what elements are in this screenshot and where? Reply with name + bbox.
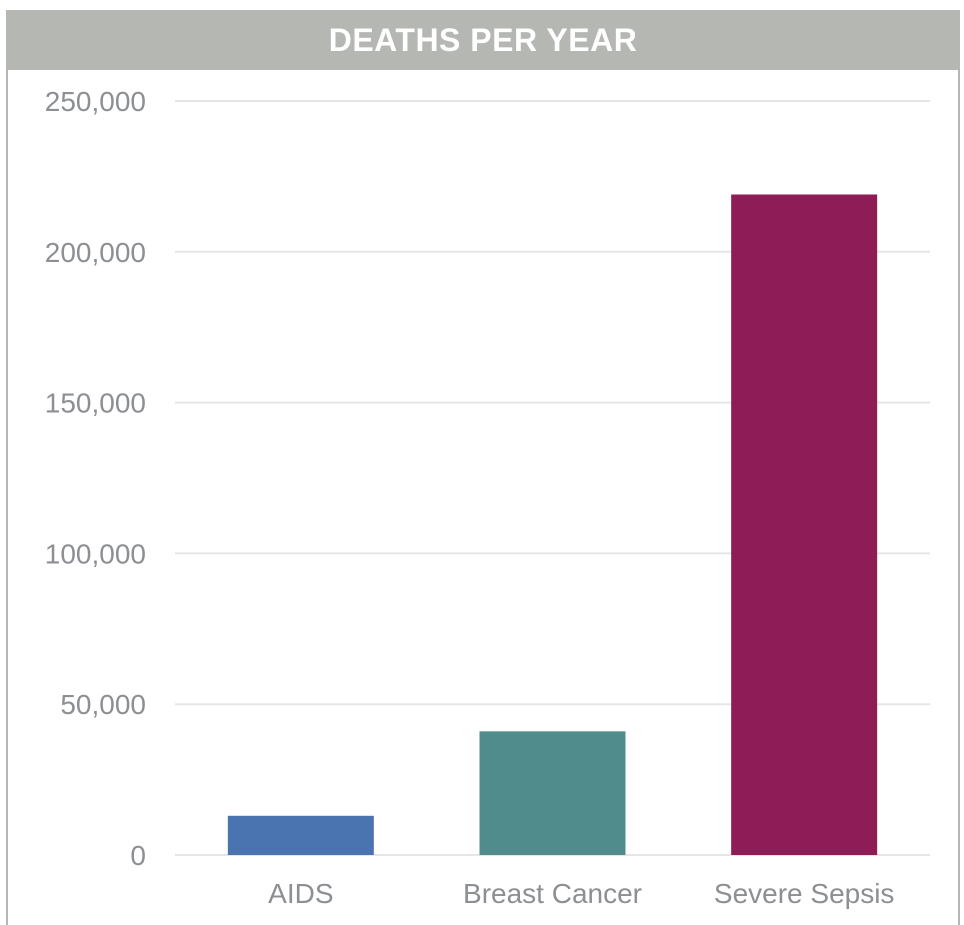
y-tick-label: 50,000 — [60, 689, 146, 720]
y-axis-ticks: 0 50,000 100,000 150,000 200,000 250,000 — [45, 86, 146, 871]
bars — [227, 194, 878, 856]
x-category-label: Severe Sepsis — [714, 878, 895, 909]
y-tick-label: 0 — [130, 840, 146, 871]
x-category-label: Breast Cancer — [463, 878, 642, 909]
y-tick-label: 200,000 — [45, 237, 146, 268]
x-category-label: AIDS — [268, 878, 333, 909]
x-axis-categories: AIDS Breast Cancer Severe Sepsis — [268, 878, 894, 909]
y-tick-label: 100,000 — [45, 538, 146, 569]
chart-title: DEATHS PER YEAR — [6, 10, 960, 70]
y-tick-label: 150,000 — [45, 388, 146, 419]
bar-aids — [227, 815, 374, 855]
bar-breast-cancer — [479, 731, 626, 855]
bar-severe-sepsis — [731, 194, 878, 856]
y-tick-label: 250,000 — [45, 86, 146, 117]
